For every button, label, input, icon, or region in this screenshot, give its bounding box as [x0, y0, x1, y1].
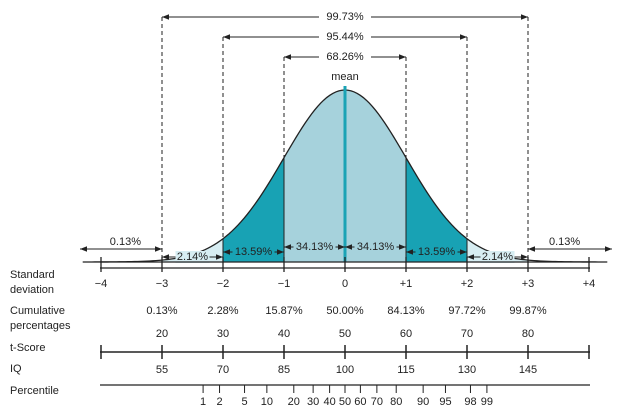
segment-label: 34.13% [296, 241, 334, 253]
label-bg [232, 246, 275, 258]
row-label: Percentile [10, 385, 59, 397]
label-bg [319, 30, 371, 44]
iq-value: 55 [156, 364, 168, 376]
t-score-value: 60 [400, 328, 412, 340]
sd-tick-label: −2 [217, 278, 230, 290]
row-label: Cumulative [10, 305, 65, 317]
percentile-value: 5 [241, 396, 247, 408]
cumulative-value: 97.72% [448, 305, 486, 317]
sd-tick-label: 0 [342, 278, 348, 290]
row-label: IQ [10, 363, 22, 375]
segment-label: 0.13% [549, 236, 580, 248]
percentile-value: 95 [439, 396, 451, 408]
label-bg [319, 10, 371, 24]
t-score-value: 70 [461, 328, 473, 340]
percentile-value: 90 [417, 396, 429, 408]
sd-tick-label: +1 [400, 278, 413, 290]
label-bg [319, 50, 371, 64]
row-label: Standard [10, 269, 55, 281]
label-bg [480, 251, 515, 263]
label-bg [175, 251, 210, 263]
percentile-value: 30 [307, 396, 319, 408]
iq-value: 70 [217, 364, 229, 376]
cumulative-value: 2.28% [207, 305, 238, 317]
t-score-value: 20 [156, 328, 168, 340]
cumulative-value: 15.87% [265, 305, 303, 317]
bracket-label: 95.44% [326, 31, 364, 43]
percentile-value: 1 [200, 396, 206, 408]
segment-label: 34.13% [357, 241, 395, 253]
segment-label: 13.59% [235, 246, 273, 258]
row-label: percentages [10, 320, 71, 332]
percentile-value: 40 [323, 396, 335, 408]
percentile-value: 99 [481, 396, 493, 408]
t-score-value: 50 [339, 328, 351, 340]
percentile-value: 80 [390, 396, 402, 408]
label-bg [354, 241, 397, 253]
percentile-value: 20 [288, 396, 300, 408]
sd-tick-label: +2 [461, 278, 474, 290]
percentile-value: 98 [464, 396, 476, 408]
segment-label: 2.14% [177, 251, 208, 263]
iq-value: 100 [336, 364, 354, 376]
cumulative-value: 0.13% [146, 305, 177, 317]
percentile-value: 2 [216, 396, 222, 408]
segment-label: 13.59% [418, 246, 456, 258]
sd-tick-label: +4 [583, 278, 596, 290]
iq-value: 85 [278, 364, 290, 376]
segment-label: 0.13% [110, 236, 141, 248]
percentile-value: 70 [371, 396, 383, 408]
label-bg [415, 246, 458, 258]
sd-tick-label: −1 [278, 278, 291, 290]
cumulative-value: 84.13% [387, 305, 425, 317]
sd-tick-label: −4 [95, 278, 108, 290]
percentile-value: 10 [261, 396, 273, 408]
iq-value: 145 [519, 364, 537, 376]
label-bg [293, 241, 336, 253]
t-score-value: 30 [217, 328, 229, 340]
iq-value: 115 [397, 364, 415, 376]
segment-label: 2.14% [482, 251, 513, 263]
cumulative-value: 99.87% [509, 305, 547, 317]
cumulative-value: 50.00% [326, 305, 364, 317]
percentile-value: 50 [339, 396, 351, 408]
row-label: t-Score [10, 342, 45, 354]
bracket-label: 99.73% [326, 11, 364, 23]
mean-label: mean [331, 71, 359, 83]
sd-tick-label: +3 [522, 278, 535, 290]
iq-value: 130 [458, 364, 476, 376]
bracket-label: 68.26% [326, 51, 364, 63]
percentile-value: 60 [354, 396, 366, 408]
t-score-value: 40 [278, 328, 290, 340]
label-bg [106, 236, 145, 248]
t-score-value: 80 [522, 328, 534, 340]
row-label: deviation [10, 284, 54, 296]
label-bg [545, 236, 584, 248]
sd-tick-label: −3 [156, 278, 169, 290]
